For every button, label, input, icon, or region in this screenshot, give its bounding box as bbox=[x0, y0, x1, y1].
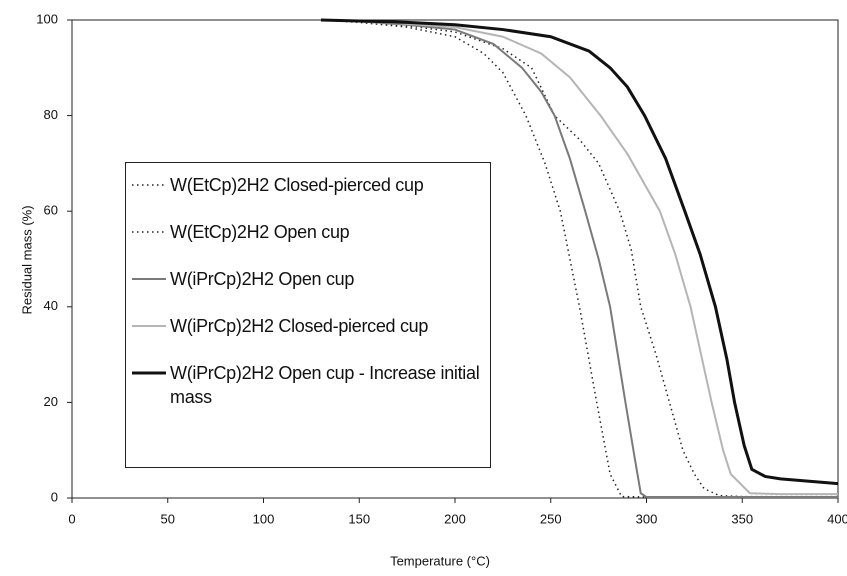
x-tick-label: 300 bbox=[636, 511, 658, 526]
y-tick-label: 100 bbox=[36, 11, 58, 26]
y-tick-label: 40 bbox=[44, 298, 58, 313]
series-line bbox=[320, 19, 838, 496]
legend-item: W(EtCp)2H2 Open cup bbox=[126, 220, 484, 244]
legend-label: W(iPrCp)2H2 Open cup bbox=[170, 269, 355, 289]
series-line bbox=[320, 19, 838, 498]
series-line bbox=[320, 18, 839, 486]
x-tick-label: 200 bbox=[444, 511, 466, 526]
x-tick-label: 400 bbox=[827, 511, 847, 526]
series-line bbox=[320, 19, 838, 498]
legend-swatch bbox=[132, 371, 166, 375]
y-tick-label: 20 bbox=[44, 394, 58, 409]
legend-label: W(EtCp)2H2 Closed-pierced cup bbox=[170, 175, 424, 195]
x-axis-label: Temperature (°C) bbox=[390, 553, 490, 568]
y-axis-label: Residual mass (%) bbox=[19, 205, 34, 314]
legend: W(EtCp)2H2 Closed-pierced cup W(EtCp)2H2 … bbox=[125, 162, 491, 468]
legend-swatch bbox=[132, 278, 166, 280]
y-tick-label: 0 bbox=[51, 489, 58, 504]
legend-item: W(iPrCp)2H2 Open cup bbox=[126, 267, 484, 291]
x-tick-label: 50 bbox=[161, 511, 175, 526]
legend-label: W(EtCp)2H2 Open cup bbox=[170, 222, 350, 242]
x-tick-label: 100 bbox=[253, 511, 275, 526]
legend-label: W(iPrCp)2H2 Closed-pierced cup bbox=[170, 316, 429, 336]
y-tick-label: 60 bbox=[44, 203, 58, 218]
series-line bbox=[320, 19, 838, 499]
x-tick-label: 0 bbox=[68, 511, 75, 526]
x-tick-label: 250 bbox=[540, 511, 562, 526]
x-tick-label: 350 bbox=[731, 511, 753, 526]
legend-swatch bbox=[132, 184, 166, 186]
legend-item: W(iPrCp)2H2 Open cup - Increase initial … bbox=[126, 361, 484, 409]
legend-item: W(EtCp)2H2 Closed-pierced cup bbox=[126, 173, 484, 197]
legend-swatch bbox=[132, 231, 166, 233]
y-tick-label: 80 bbox=[44, 107, 58, 122]
legend-swatch bbox=[132, 325, 166, 327]
x-tick-label: 150 bbox=[348, 511, 370, 526]
legend-label: W(iPrCp)2H2 Open cup - Increase initial … bbox=[170, 363, 480, 407]
legend-item: W(iPrCp)2H2 Closed-pierced cup bbox=[126, 314, 484, 338]
